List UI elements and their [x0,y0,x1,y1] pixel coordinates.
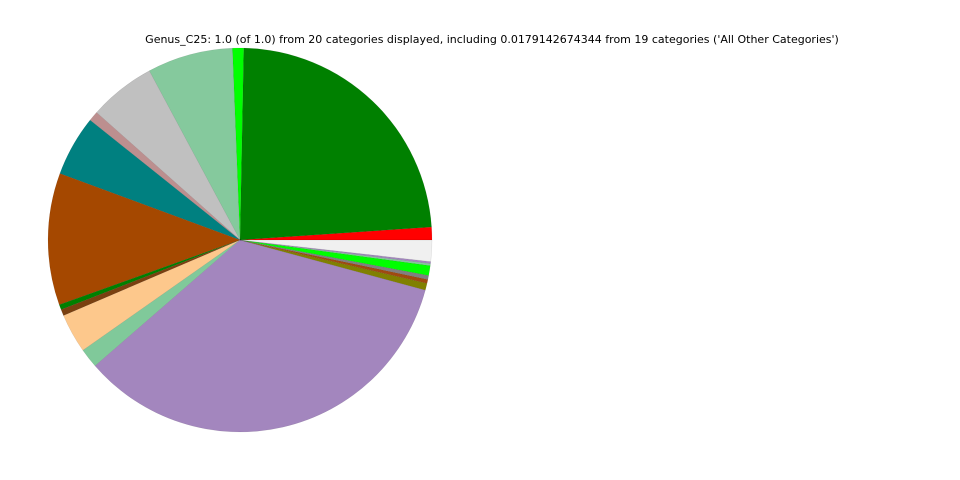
pie-slice-19 [239,239,433,262]
pie-slice-3 [149,47,241,241]
pie-slice-8 [58,239,241,310]
pie-slice-2 [232,47,244,241]
pie-slice-13 [239,239,428,291]
pie-slice-12 [94,239,426,433]
pie-slice-5 [89,112,241,241]
pie-slice-7 [47,173,241,305]
pie-slice-17 [239,239,431,266]
pie-slice-14 [239,239,429,284]
pie-slice-1 [239,47,432,241]
pie-slice-10 [63,239,241,351]
pie-slice-15 [239,239,429,280]
chart-title: Genus_C25: 1.0 (of 1.0) from 20 categori… [145,33,839,46]
pie-slice-11 [82,239,241,367]
pie-slice-0 [239,226,433,241]
pie-slice-4 [96,70,241,241]
pie-slice-9 [60,239,241,316]
pie-slice-18 [239,239,432,264]
pie-slice-16 [239,239,431,276]
pie-slice-6 [59,119,241,241]
